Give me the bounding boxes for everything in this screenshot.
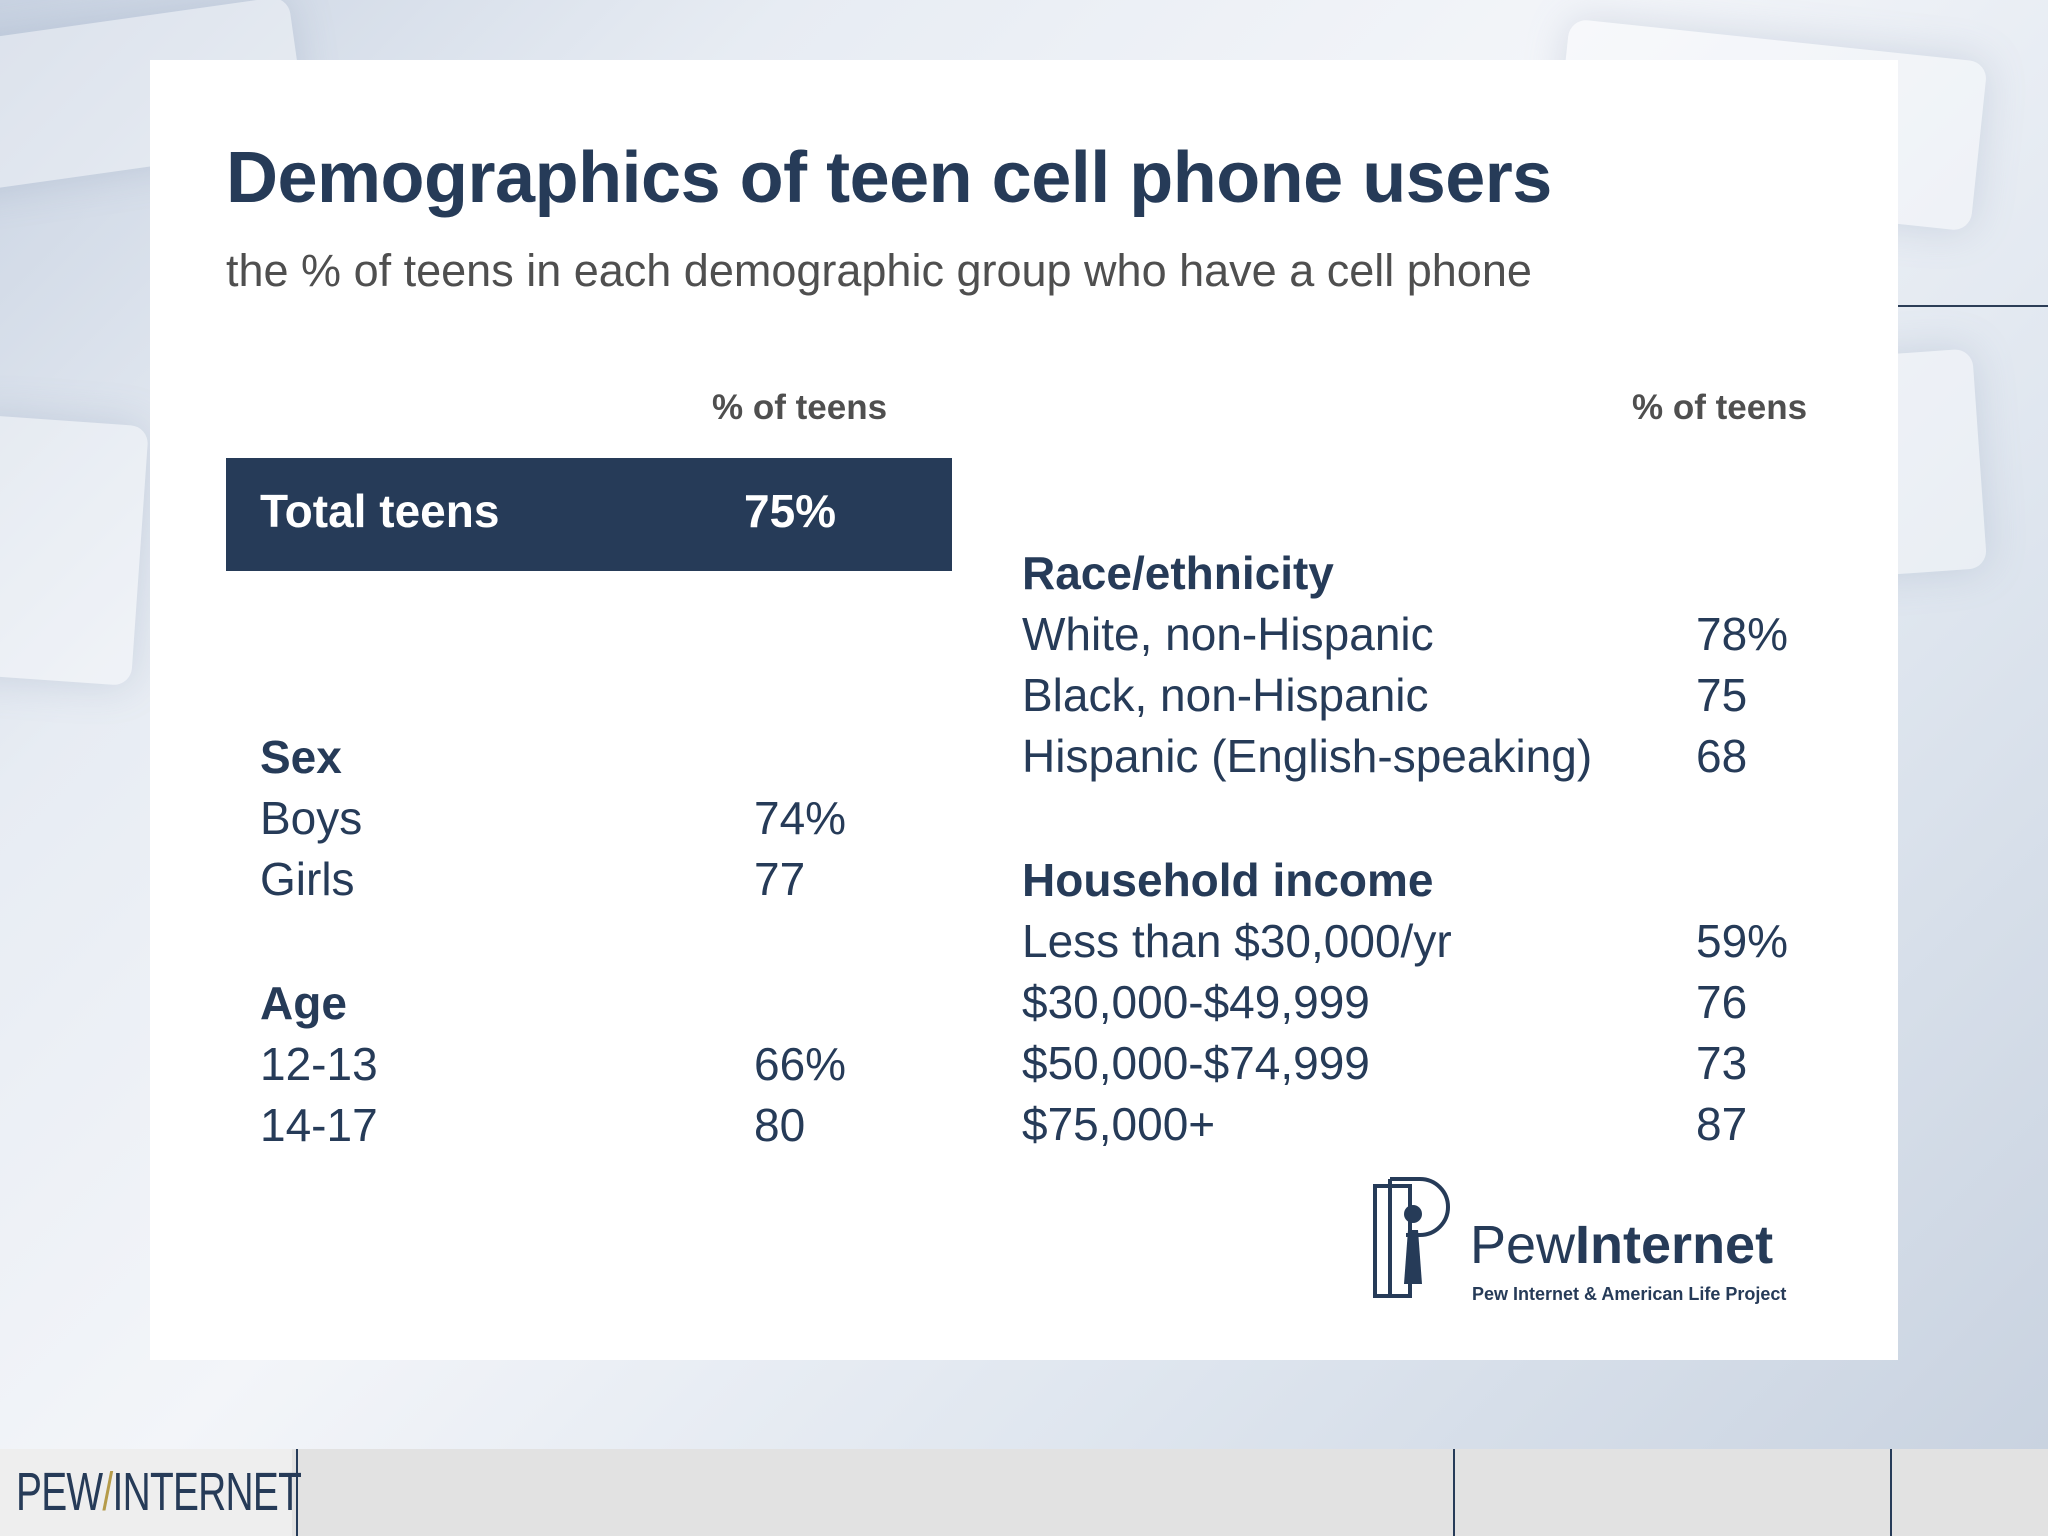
row-label-income-50k-75k: $50,000-$74,999 (1022, 1037, 1370, 1089)
total-teens-value: 75% (744, 485, 837, 537)
table-row: Less than $30,000/yr 59% (1022, 911, 1842, 972)
table-row: $30,000-$49,999 76 (1022, 972, 1842, 1033)
total-teens-bar: Total teens 75% (226, 458, 952, 571)
row-label-income-under-30k: Less than $30,000/yr (1022, 915, 1452, 967)
row-label-black: Black, non-Hispanic (1022, 669, 1429, 721)
slide-card: Demographics of teen cell phone users th… (150, 60, 1898, 1360)
row-label-14-17: 14-17 (260, 1099, 378, 1151)
row-value-girls: 77 (754, 853, 806, 905)
age-section: Age 12-13 66% 14-17 80 (260, 973, 910, 1156)
row-value-black: 75 (1696, 669, 1748, 721)
income-section: Household income Less than $30,000/yr 59… (1022, 850, 1842, 1155)
sex-section: Sex Boys 74% Girls 77 (260, 727, 910, 910)
row-label-income-30k-50k: $30,000-$49,999 (1022, 976, 1370, 1028)
pew-internet-name: PewInternet (1470, 1218, 1773, 1272)
row-label-girls: Girls (260, 853, 355, 905)
footer-logo-left: PEW (16, 1462, 103, 1522)
pew-logo-mark-icon (1373, 1177, 1450, 1298)
row-value-income-under-30k: 59% (1696, 915, 1789, 967)
footer-logo-box: PEW/INTERNET (0, 1449, 302, 1536)
row-label-boys: Boys (260, 792, 363, 844)
total-teens-label: Total teens (260, 485, 500, 537)
income-section-title: Household income (1022, 854, 1434, 906)
table-row: Hispanic (English-speaking) 68 (1022, 726, 1842, 787)
right-column-header: % of teens (1632, 388, 1808, 427)
age-section-title: Age (260, 977, 347, 1029)
row-value-white: 78% (1696, 608, 1789, 660)
pew-internet-logo: PewInternet Pew Internet & American Life… (1372, 1176, 1792, 1326)
left-column-header: % of teens (712, 388, 888, 427)
footer-bar: PEW/INTERNET (0, 1449, 2048, 1536)
footer-logo: PEW/INTERNET (16, 1461, 302, 1523)
row-value-income-75k-plus: 87 (1696, 1098, 1748, 1150)
row-value-12-13: 66% (754, 1038, 847, 1090)
row-label-white: White, non-Hispanic (1022, 608, 1434, 660)
pew-project-name: Pew Internet & American Life Project (1472, 1284, 1787, 1304)
table-row: Black, non-Hispanic 75 (1022, 665, 1842, 726)
footer-divider (1453, 1449, 1455, 1536)
row-label-hispanic: Hispanic (English-speaking) (1022, 730, 1593, 782)
row-value-income-30k-50k: 76 (1696, 976, 1748, 1028)
race-section: Race/ethnicity White, non-Hispanic 78% B… (1022, 543, 1842, 787)
row-value-14-17: 80 (754, 1099, 806, 1151)
row-label-income-75k-plus: $75,000+ (1022, 1098, 1216, 1150)
sex-section-title: Sex (260, 731, 342, 783)
pew-name-bold: Internet (1575, 1215, 1774, 1275)
row-value-hispanic: 68 (1696, 730, 1748, 782)
table-row: $75,000+ 87 (1022, 1094, 1842, 1155)
row-label-12-13: 12-13 (260, 1038, 378, 1090)
chart-title: Demographics of teen cell phone users (226, 138, 1552, 218)
footer-logo-slash: / (102, 1462, 113, 1522)
chart-subtitle: the % of teens in each demographic group… (226, 245, 1532, 296)
footer-divider (1890, 1449, 1892, 1536)
table-row: 14-17 80 (260, 1095, 910, 1156)
race-section-title: Race/ethnicity (1022, 547, 1334, 599)
pew-name-light: Pew (1470, 1215, 1576, 1275)
footer-logo-right: INTERNET (112, 1462, 302, 1522)
row-value-boys: 74% (754, 792, 847, 844)
table-row: White, non-Hispanic 78% (1022, 604, 1842, 665)
table-row: $50,000-$74,999 73 (1022, 1033, 1842, 1094)
table-row: Girls 77 (260, 849, 910, 910)
table-row: 12-13 66% (260, 1034, 910, 1095)
footer-divider (296, 1449, 298, 1536)
decorative-line (1898, 305, 2048, 307)
table-row: Boys 74% (260, 788, 910, 849)
background-blur-shape (0, 414, 149, 686)
row-value-income-50k-75k: 73 (1696, 1037, 1748, 1089)
